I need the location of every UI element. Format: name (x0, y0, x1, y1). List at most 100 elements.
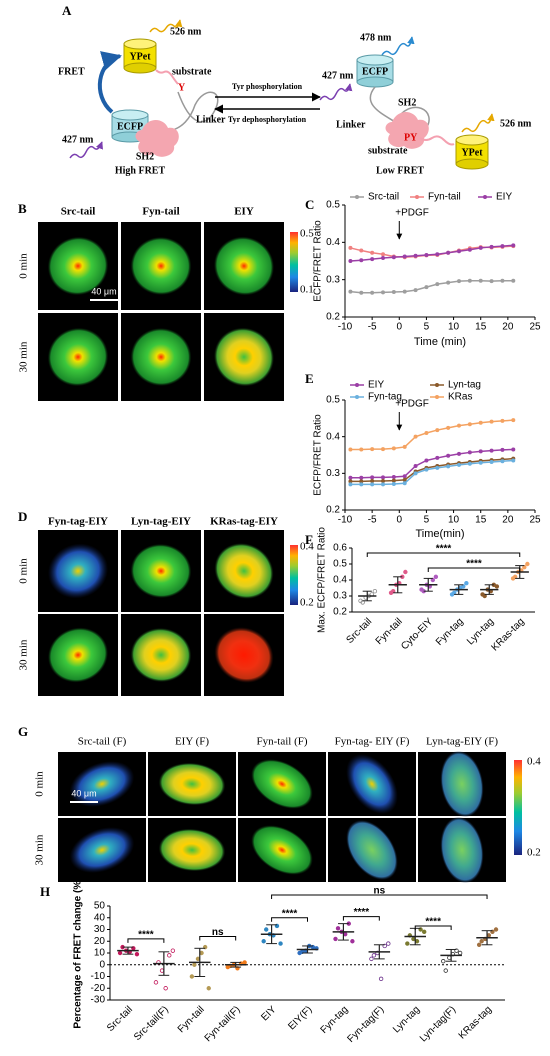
point (381, 256, 385, 261)
y-tick-label: 30 (94, 924, 106, 935)
point (525, 561, 530, 567)
legend-label: Fyn-tag (368, 392, 402, 403)
column-label: Lyn-tag-EIY (F) (426, 736, 498, 748)
significance: **** (282, 908, 298, 919)
fret-arrow (97, 51, 122, 114)
column-label: Fyn-tail (142, 206, 179, 218)
legend-label: EIY (496, 192, 512, 203)
y-tick-label: 0.3 (326, 274, 340, 285)
point (457, 423, 461, 428)
series-line (350, 280, 514, 294)
point (382, 943, 387, 949)
cell (47, 627, 109, 683)
point (391, 478, 396, 483)
panel-label: C (305, 197, 314, 212)
colorbar-label: 0.2 (300, 597, 314, 609)
point (424, 431, 429, 435)
point (433, 574, 439, 579)
legend-swatch (355, 195, 359, 199)
row-label: 30 min (18, 341, 30, 372)
significance-bracket (271, 894, 488, 899)
y-tick-label: 40 (94, 912, 106, 923)
point (402, 444, 407, 449)
label: Low FRET (376, 165, 424, 176)
substrate (419, 135, 455, 146)
x-tick-label: 5 (424, 515, 430, 526)
point (378, 976, 384, 982)
point (500, 244, 505, 249)
point (333, 936, 338, 942)
point (134, 951, 140, 957)
point (479, 939, 484, 944)
x-tick-label: Src-tail (105, 1004, 135, 1034)
point (381, 475, 385, 480)
point (381, 252, 385, 257)
point (422, 929, 427, 935)
point (424, 285, 429, 290)
legend-swatch (483, 195, 487, 199)
x-tick-label: 25 (529, 515, 541, 526)
row-label: 0 min (18, 558, 30, 584)
y-tick-label: -20 (91, 983, 106, 994)
cell (130, 543, 192, 599)
point (457, 451, 461, 456)
point (446, 280, 451, 285)
x-tick-label: EIY(F) (286, 1004, 314, 1032)
point (381, 447, 385, 452)
x-tick-label: 0 (397, 322, 403, 333)
point (424, 467, 429, 472)
point (391, 481, 396, 486)
point (261, 939, 266, 944)
panel-label: F (305, 532, 313, 547)
point (435, 282, 440, 287)
cell (69, 761, 135, 807)
label: 427 nm (62, 134, 94, 145)
x-tick-label: Src-tail (344, 616, 374, 646)
point (443, 968, 448, 973)
cell (130, 236, 192, 296)
x-tick-label: Fyn-tag (319, 1004, 351, 1036)
point (511, 458, 516, 463)
point (478, 460, 483, 465)
point (170, 948, 176, 953)
point (457, 249, 461, 254)
point (242, 960, 247, 965)
x-tick-label: Fyn-tail(F) (203, 1004, 243, 1044)
point (381, 482, 385, 487)
y-axis-label: Max. ECFP/FRET Ratio (317, 527, 328, 633)
cell (69, 827, 135, 873)
column-label: EIY (234, 206, 254, 218)
ypet (455, 134, 489, 146)
label: 478 nm (360, 32, 392, 43)
point (391, 446, 396, 451)
point (446, 250, 451, 255)
panel-label: A (62, 3, 72, 18)
cell (158, 828, 226, 872)
point (454, 948, 459, 953)
column-label: Fyn-tag- EIY (F) (335, 736, 410, 748)
y-tick-label: 0.5 (326, 395, 340, 406)
point (446, 425, 451, 430)
column-label: Fyn-tag-EIY (48, 516, 108, 528)
substrate (155, 69, 179, 85)
row-label: 0 min (18, 253, 30, 279)
point (348, 482, 353, 487)
cell (214, 543, 274, 599)
significance-bracket (127, 938, 165, 943)
colorbar (290, 232, 298, 292)
label: SH2 (136, 151, 154, 162)
image-panels: B Src-tail Fyn-tail EIY 0 min 30 min 0.5 0.1 40 … (18, 201, 541, 884)
y-tick-label: 50 (94, 901, 106, 912)
point (405, 941, 410, 946)
y-tick-label: -30 (91, 995, 106, 1006)
point (359, 479, 364, 484)
significance: ns (212, 927, 224, 938)
x-tick-label: Lyn-tag (391, 1004, 422, 1035)
point (163, 986, 168, 991)
label: ECFP (117, 121, 143, 132)
series-line (350, 448, 514, 479)
legend-swatch (415, 195, 419, 199)
label: High FRET (115, 165, 166, 176)
label: Linker (336, 119, 366, 130)
point (446, 464, 451, 469)
